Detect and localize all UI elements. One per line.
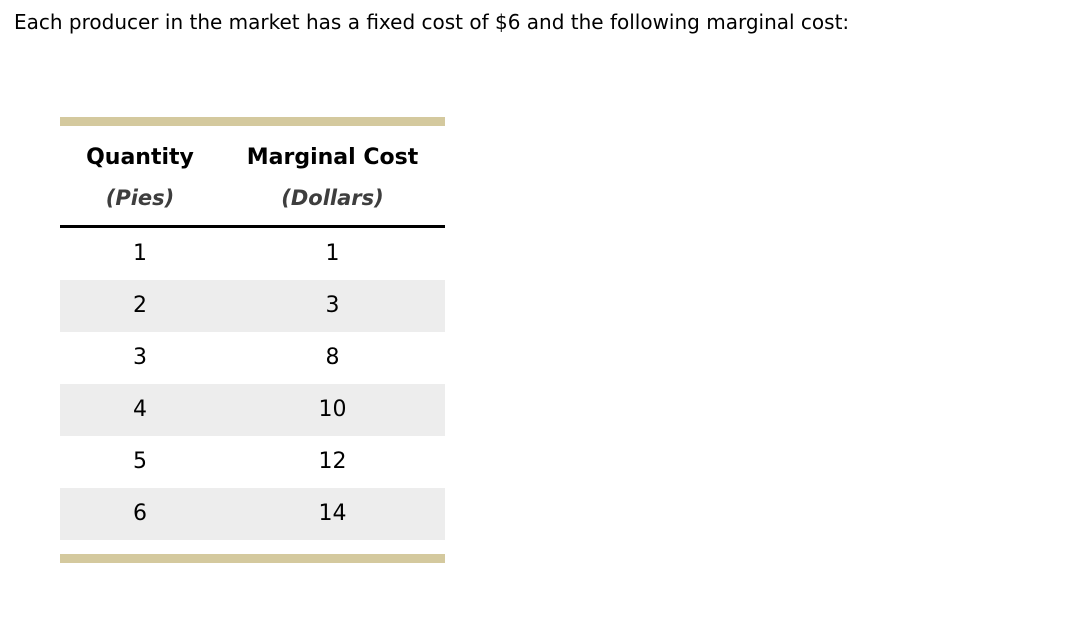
marginal-cost-table: Quantity (Pies) Marginal Cost (Dollars) …	[60, 117, 445, 563]
table-row: 1 1	[60, 227, 445, 280]
table-row: 5 12	[60, 435, 445, 488]
table-bottom-gap	[60, 539, 445, 554]
marginal-cost-cell: 10	[318, 397, 347, 423]
table-top-border	[60, 117, 445, 126]
column-label: Quantity	[86, 145, 194, 170]
column-header-quantity: Quantity (Pies)	[60, 126, 220, 225]
marginal-cost-cell: 14	[318, 501, 347, 527]
quantity-cell: 3	[133, 345, 147, 371]
marginal-cost-cell: 8	[325, 345, 340, 371]
column-header-marginal-cost: Marginal Cost (Dollars)	[220, 126, 445, 225]
question-text: Each producer in the market has a fixed …	[14, 10, 850, 34]
column-label: Marginal Cost	[246, 145, 419, 170]
quantity-cell: 4	[133, 397, 147, 423]
marginal-cost-cell: 12	[318, 449, 347, 475]
quantity-cell: 2	[133, 293, 147, 319]
table-row: 6 14	[60, 487, 445, 540]
table-header: Quantity (Pies) Marginal Cost (Dollars)	[60, 126, 445, 228]
column-unit: (Pies)	[105, 186, 175, 211]
column-unit: (Dollars)	[281, 186, 384, 211]
table-row: 3 8	[60, 331, 445, 384]
marginal-cost-cell: 3	[325, 293, 340, 319]
table-row: 2 3	[60, 279, 445, 332]
quantity-cell: 1	[133, 241, 147, 267]
marginal-cost-cell: 1	[325, 241, 340, 267]
table-bottom-border	[60, 553, 445, 563]
table-body: 1 1 2 3 3 8 4 10 5 12 6 14	[60, 227, 445, 540]
table-row: 4 10	[60, 383, 445, 436]
quantity-cell: 5	[133, 449, 147, 475]
quantity-cell: 6	[133, 501, 147, 527]
